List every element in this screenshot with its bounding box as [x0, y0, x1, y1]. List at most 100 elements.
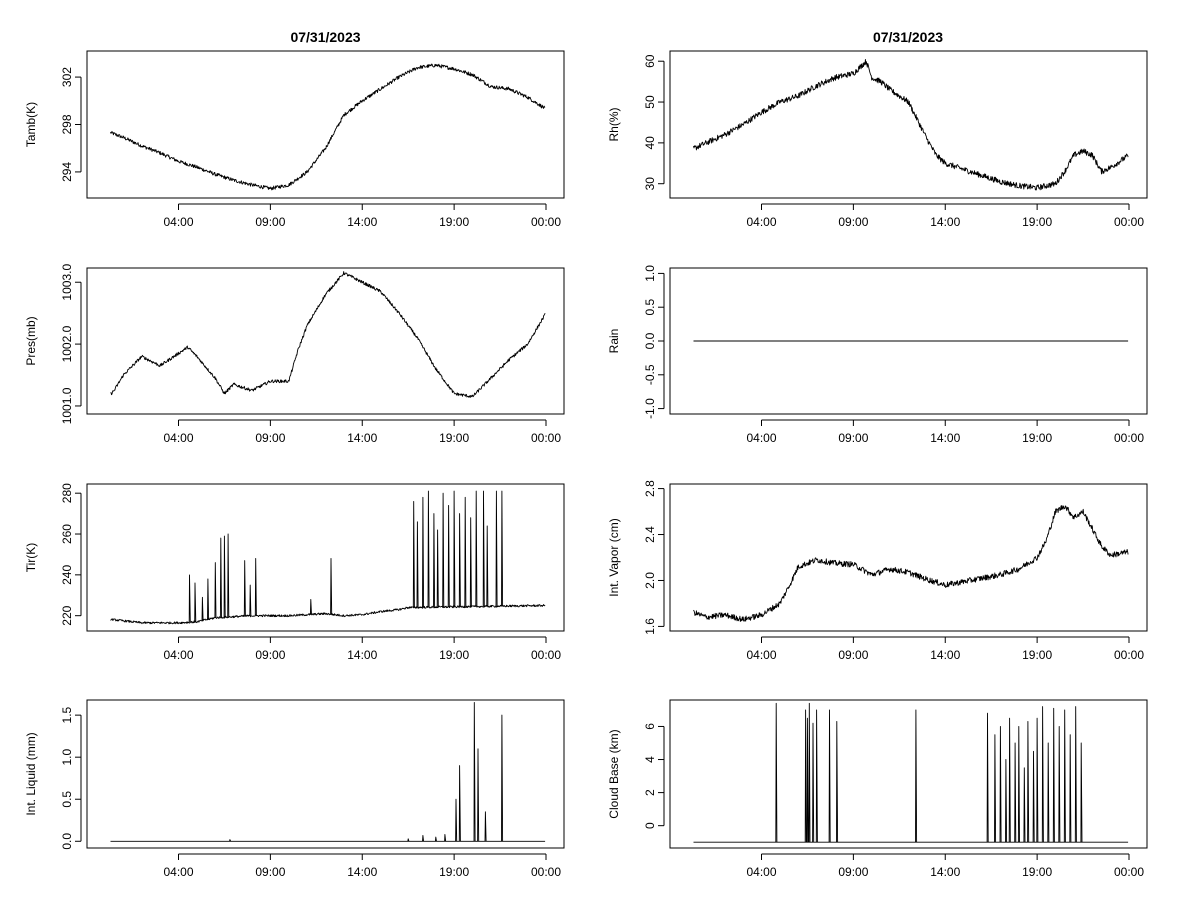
- panel-vapor: 04:00 09:00 14:00 19:00 00:00 1.6 2.0 2.4 2.8 Int…: [607, 480, 1148, 662]
- tir-y-tick-label: 260: [60, 524, 74, 544]
- vapor-y-axis-label: Int. Vapor (cm): [607, 518, 621, 596]
- liquid-y-axis-label: Int. Liquid (mm): [24, 732, 38, 815]
- tir-y-tick-label: 240: [60, 565, 74, 585]
- tir-y-tick-label: 220: [60, 605, 74, 625]
- pres-y-tick-label: 1001.0: [60, 387, 74, 424]
- tir-x-tick-label: 19:00: [439, 648, 469, 662]
- cloud-y-tick-label: 6: [643, 723, 657, 730]
- left-title: 07/31/2023: [290, 29, 360, 45]
- rh-y-tick-label: 60: [643, 54, 657, 68]
- pres-x-tick-label: 04:00: [163, 431, 193, 445]
- tir-x-tick-label: 00:00: [531, 648, 561, 662]
- vapor-series-line: [693, 504, 1129, 622]
- pres-x-tick-label: 14:00: [347, 431, 377, 445]
- rh-x-tick-label: 19:00: [1022, 215, 1052, 229]
- pres-x-tick-label: 19:00: [439, 431, 469, 445]
- tamb-x-tick-label: 09:00: [255, 215, 285, 229]
- pres-x-tick-label: 00:00: [531, 431, 561, 445]
- rain-y-tick-label: -0.5: [643, 364, 657, 385]
- panel-cloud: 04:00 09:00 14:00 19:00 00:00 0 2 4 6 Cloud Base …: [607, 699, 1148, 879]
- rh-x-tick-label: 00:00: [1114, 215, 1144, 229]
- tir-x-tick-label: 14:00: [347, 648, 377, 662]
- liquid-y-tick-label: 1.5: [60, 706, 74, 723]
- panel-rain: 04:00 09:00 14:00 19:00 00:00 -1.0 -0.5 0.0 0.5 1…: [607, 265, 1148, 445]
- cloud-y-axis-label: Cloud Base (km): [607, 729, 621, 818]
- rh-x-tick-label: 04:00: [746, 215, 776, 229]
- tamb-x-tick-label: 00:00: [531, 215, 561, 229]
- pres-y-tick-label: 1002.0: [60, 325, 74, 362]
- cloud-y-tick-label: 0: [643, 822, 657, 829]
- rain-x-tick-label: 14:00: [930, 431, 960, 445]
- liquid-x-tick-label: 19:00: [439, 865, 469, 879]
- tir-x-tick-label: 04:00: [163, 648, 193, 662]
- rain-x-tick-label: 09:00: [838, 431, 868, 445]
- cloud-x-tick-label: 00:00: [1114, 865, 1144, 879]
- pres-y-tick-label: 1003.0: [60, 264, 74, 301]
- tir-y-axis-label: Tir(K): [24, 543, 38, 573]
- rh-series-line: [693, 59, 1129, 191]
- vapor-y-tick-label: 2.4: [643, 526, 657, 543]
- tamb-series-line: [110, 63, 546, 191]
- cloud-y-tick-label: 4: [643, 756, 657, 763]
- tamb-y-tick-label: 302: [60, 67, 74, 87]
- pres-x-tick-label: 09:00: [255, 431, 285, 445]
- pres-plot-frame: [86, 267, 565, 415]
- tir-x-tick-label: 09:00: [255, 648, 285, 662]
- cloud-y-tick-label: 2: [643, 789, 657, 796]
- liquid-series-line: [110, 702, 546, 842]
- rh-x-tick-label: 14:00: [930, 215, 960, 229]
- rain-y-axis-label: Rain: [607, 329, 621, 354]
- tamb-y-tick-label: 294: [60, 162, 74, 182]
- rh-y-axis-label: Rh(%): [607, 107, 621, 141]
- tamb-y-axis-label: Tamb(K): [24, 102, 38, 147]
- tamb-plot-frame: [86, 50, 565, 199]
- vapor-y-tick-label: 1.6: [643, 618, 657, 635]
- panel-rh: 04:00 09:00 14:00 19:00 00:00 30 40 50 60 Rh(%): [607, 50, 1148, 229]
- cloud-plot-frame: [669, 699, 1148, 849]
- panel-tamb: 04:00 09:00 14:00 19:00 00:00 294 298 302 Tamb(K…: [24, 50, 565, 229]
- vapor-x-tick-label: 14:00: [930, 648, 960, 662]
- panel-liquid: 04:00 09:00 14:00 19:00 00:00 0.0 0.5 1.0 1.5 Int…: [24, 699, 565, 879]
- rh-y-tick-label: 40: [643, 136, 657, 150]
- tamb-x-tick-label: 14:00: [347, 215, 377, 229]
- vapor-x-tick-label: 09:00: [838, 648, 868, 662]
- cloud-x-tick-label: 19:00: [1022, 865, 1052, 879]
- pres-series-line: [110, 271, 546, 398]
- cloud-x-tick-label: 04:00: [746, 865, 776, 879]
- tir-plot-frame: [86, 483, 565, 632]
- rain-x-tick-label: 00:00: [1114, 431, 1144, 445]
- vapor-y-tick-label: 2.8: [643, 480, 657, 497]
- vapor-plot-frame: [669, 483, 1148, 632]
- pres-y-axis-label: Pres(mb): [24, 316, 38, 365]
- rain-y-tick-label: 1.0: [643, 265, 657, 282]
- liquid-y-tick-label: 1.0: [60, 749, 74, 766]
- rain-y-tick-label: -1.0: [643, 398, 657, 419]
- vapor-y-tick-label: 2.0: [643, 572, 657, 589]
- liquid-x-tick-label: 14:00: [347, 865, 377, 879]
- tir-series-line: [110, 490, 546, 625]
- rain-x-tick-label: 19:00: [1022, 431, 1052, 445]
- rain-y-tick-label: 0.0: [643, 332, 657, 349]
- liquid-y-tick-label: 0.0: [60, 833, 74, 850]
- right-title: 07/31/2023: [873, 29, 943, 45]
- cloud-x-tick-label: 09:00: [838, 865, 868, 879]
- vapor-x-tick-label: 04:00: [746, 648, 776, 662]
- liquid-x-tick-label: 04:00: [163, 865, 193, 879]
- rh-y-tick-label: 30: [643, 177, 657, 191]
- rain-x-tick-label: 04:00: [746, 431, 776, 445]
- liquid-x-tick-label: 00:00: [531, 865, 561, 879]
- rain-y-tick-label: 0.5: [643, 299, 657, 316]
- tamb-y-tick-label: 298: [60, 114, 74, 134]
- tir-y-tick-label: 280: [60, 483, 74, 503]
- panel-pres: 04:00 09:00 14:00 19:00 00:00 1001.0 1002.0 100…: [24, 264, 565, 445]
- panel-tir: 04:00 09:00 14:00 19:00 00:00 220 240 260 280 Tir…: [24, 483, 565, 662]
- vapor-x-tick-label: 00:00: [1114, 648, 1144, 662]
- liquid-y-tick-label: 0.5: [60, 791, 74, 808]
- tamb-x-tick-label: 04:00: [163, 215, 193, 229]
- tamb-x-tick-label: 19:00: [439, 215, 469, 229]
- cloud-series-line: [693, 702, 1129, 843]
- rh-x-tick-label: 09:00: [838, 215, 868, 229]
- rh-y-tick-label: 50: [643, 95, 657, 109]
- liquid-x-tick-label: 09:00: [255, 865, 285, 879]
